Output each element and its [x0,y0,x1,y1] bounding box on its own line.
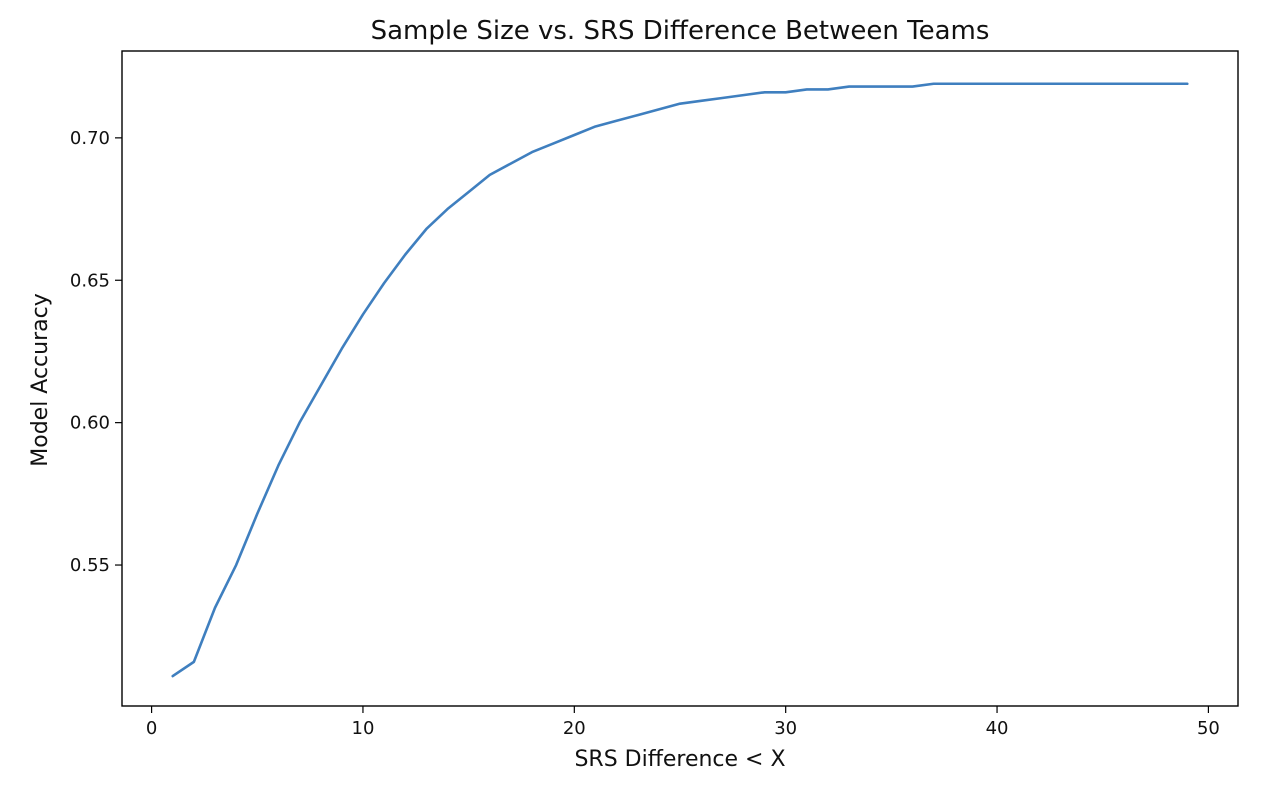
chart-title: Sample Size vs. SRS Difference Between T… [371,16,990,46]
x-tick-label: 40 [986,718,1009,739]
plot-frame [121,50,1239,707]
y-tick-label: 0.60 [70,413,110,434]
y-tick-label: 0.70 [70,128,110,149]
y-tick-label: 0.55 [70,555,110,576]
y-axis-label: Model Accuracy [28,293,53,467]
plot-area: 0 10 20 30 40 50 0.55 0.60 0.65 0.70 [70,50,1239,739]
series-layer [171,82,1189,678]
x-tick-label: 50 [1197,718,1220,739]
x-tick-label: 0 [146,718,157,739]
y-tick-label: 0.65 [70,270,110,291]
x-axis-label: SRS Difference < X [574,747,785,772]
x-tick-label: 30 [774,718,797,739]
x-axis: 0 10 20 30 40 50 [146,706,1220,739]
y-axis: 0.55 0.60 0.65 0.70 [70,128,122,576]
x-tick-label: 10 [352,718,375,739]
x-tick-label: 20 [563,718,586,739]
series-line [171,82,1189,678]
